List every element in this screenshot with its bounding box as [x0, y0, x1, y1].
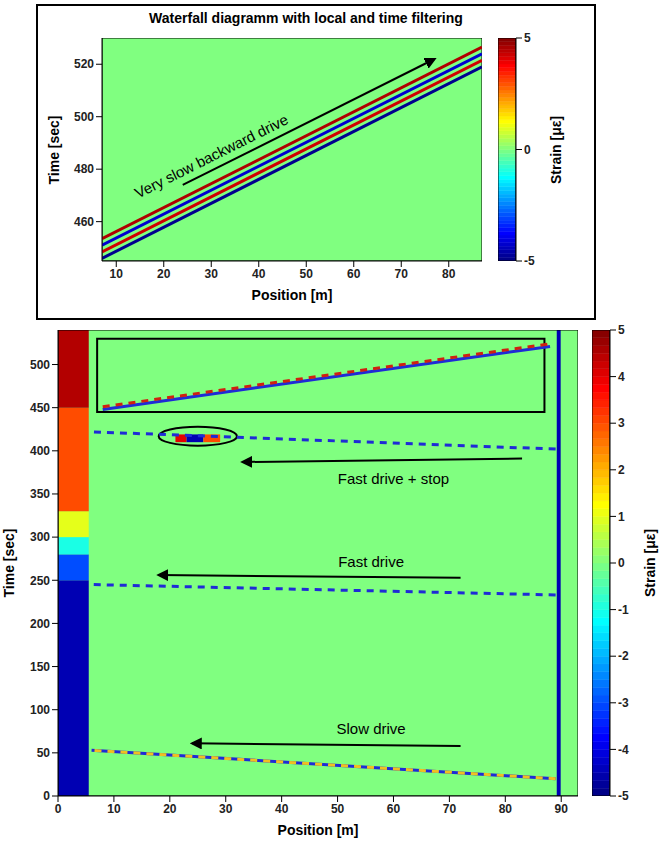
svg-text:40: 40 [275, 802, 289, 816]
html-text:Position [m]: Position [m] [277, 822, 359, 838]
html-text:Time [sec]: Time [sec] [46, 115, 62, 184]
svg-text:30: 30 [205, 267, 219, 281]
svg-text:0: 0 [55, 802, 62, 816]
svg-text:400: 400 [30, 444, 50, 458]
svg-text:450: 450 [30, 401, 50, 415]
svg-text:500: 500 [74, 110, 94, 124]
svg-text:60: 60 [347, 267, 361, 281]
svg-text:0: 0 [43, 789, 50, 803]
svg-text:-1: -1 [618, 603, 629, 617]
svg-text:50: 50 [37, 746, 51, 760]
html-text:Strain [με]: Strain [με] [642, 528, 658, 598]
svg-text:Fast drive: Fast drive [338, 553, 404, 570]
svg-text:100: 100 [30, 703, 50, 717]
svg-text:80: 80 [442, 267, 456, 281]
svg-text:70: 70 [395, 267, 409, 281]
svg-text:10: 10 [110, 267, 124, 281]
svg-text:40: 40 [252, 267, 266, 281]
svg-text:-2: -2 [618, 649, 629, 663]
svg-text:30: 30 [219, 802, 233, 816]
svg-text:480: 480 [74, 162, 94, 176]
html-text:Waterfall diagramm with local: Waterfall diagramm with local and time f… [149, 10, 463, 26]
svg-text:-5: -5 [618, 789, 629, 803]
svg-text:80: 80 [499, 802, 513, 816]
svg-text:1: 1 [618, 510, 625, 524]
svg-text:20: 20 [163, 802, 177, 816]
svg-text:5: 5 [524, 32, 531, 45]
svg-text:60: 60 [387, 802, 401, 816]
svg-text:150: 150 [30, 660, 50, 674]
svg-text:350: 350 [30, 487, 50, 501]
html-text:Position [m]: Position [m] [251, 287, 333, 303]
svg-text:460: 460 [74, 215, 94, 229]
svg-text:200: 200 [30, 617, 50, 631]
svg-text:50: 50 [331, 802, 345, 816]
svg-text:0: 0 [524, 143, 531, 157]
svg-text:500: 500 [30, 358, 50, 372]
svg-text:90: 90 [555, 802, 569, 816]
svg-text:Very slow backward drive: Very slow backward drive [132, 111, 291, 202]
svg-text:-3: -3 [618, 696, 629, 710]
svg-text:50: 50 [300, 267, 314, 281]
svg-text:20: 20 [157, 267, 171, 281]
svg-text:300: 300 [30, 530, 50, 544]
svg-text:70: 70 [443, 802, 457, 816]
svg-text:520: 520 [74, 57, 94, 71]
svg-text:-4: -4 [618, 743, 629, 757]
svg-text:-5: -5 [524, 254, 535, 268]
svg-text:Slow drive: Slow drive [337, 720, 406, 737]
svg-text:10: 10 [107, 802, 121, 816]
svg-text:0: 0 [618, 556, 625, 570]
svg-text:4: 4 [618, 370, 625, 384]
svg-text:2: 2 [618, 463, 625, 477]
svg-text:Fast drive + stop: Fast drive + stop [338, 470, 449, 487]
html-text:Strain [με]: Strain [με] [548, 115, 564, 184]
svg-text:5: 5 [618, 323, 625, 337]
svg-text:250: 250 [30, 574, 50, 588]
svg-text:3: 3 [618, 416, 625, 430]
html-text:Time [sec]: Time [sec] [1, 528, 17, 598]
